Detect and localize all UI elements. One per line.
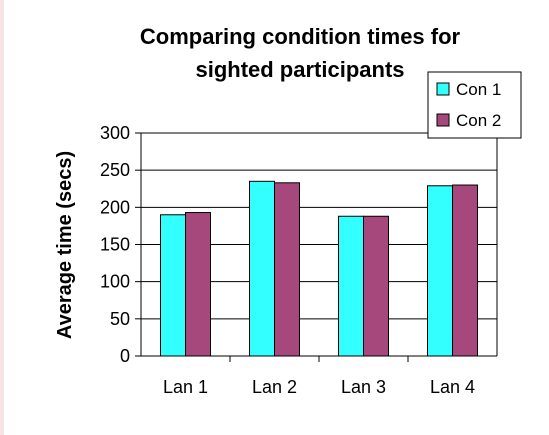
bar-con-1-lan-3 [338, 215, 364, 357]
y-tick-label-50: 50 [110, 309, 130, 329]
bar-con-2-lan-2 [274, 182, 300, 357]
bar-con-2-lan-4 [452, 184, 478, 357]
y-axis-label: Average time (secs) [54, 151, 76, 339]
legend-label-con-1: Con 1 [456, 80, 501, 99]
x-tick-label-lan-3: Lan 3 [341, 377, 386, 397]
y-tick-label-250: 250 [100, 160, 130, 180]
axes [135, 132, 498, 362]
legend-swatch-con-2 [436, 113, 450, 127]
y-tick-label-100: 100 [100, 272, 130, 292]
bar-con-2-lan-3 [363, 215, 389, 357]
bar-con-1-lan-1 [160, 214, 186, 357]
bar-con-1-lan-4 [427, 185, 453, 357]
legend: Con 1 Con 2 [427, 71, 522, 139]
y-tick-label-150: 150 [100, 235, 130, 255]
y-tick-label-300: 300 [100, 123, 130, 143]
y-tick-label-200: 200 [100, 197, 130, 217]
bar-con-2-lan-1 [185, 212, 211, 357]
y-tick-labels: 0 50 100 150 200 250 300 [100, 123, 130, 366]
legend-swatch-con-1 [436, 82, 450, 96]
legend-label-con-2: Con 2 [456, 111, 501, 130]
x-tick-label-lan-1: Lan 1 [163, 377, 208, 397]
chart-title-line-2: sighted participants [195, 57, 404, 82]
bar-con-1-lan-2 [249, 180, 275, 357]
page-edge-decoration [0, 0, 4, 435]
y-tick-label-0: 0 [120, 346, 130, 366]
x-tick-labels: Lan 1 Lan 2 Lan 3 Lan 4 [163, 377, 475, 397]
chart-title-line-1: Comparing condition times for [140, 24, 461, 49]
x-tick-label-lan-2: Lan 2 [252, 377, 297, 397]
x-tick-label-lan-4: Lan 4 [430, 377, 475, 397]
bars [160, 180, 478, 357]
